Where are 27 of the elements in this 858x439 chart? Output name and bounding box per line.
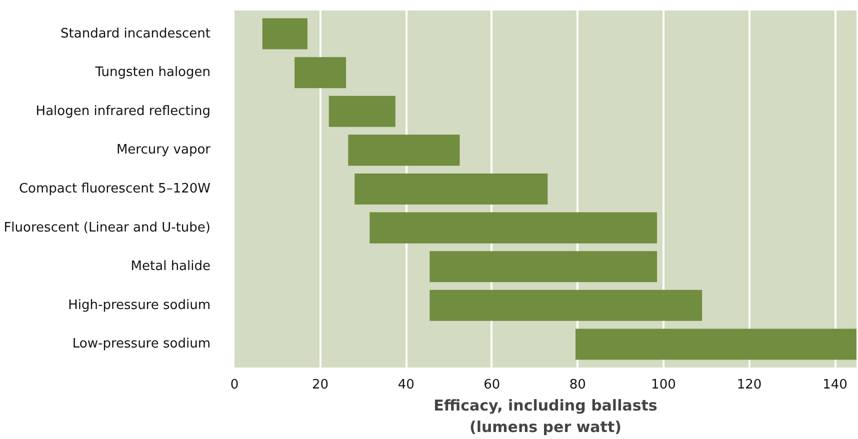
x-tick-label: 100 <box>651 378 676 392</box>
y-tick-label: Standard incandescent <box>60 26 210 42</box>
y-tick-label: Tungsten halogen <box>94 65 211 80</box>
bar <box>430 290 702 321</box>
x-tick-label: 60 <box>484 378 500 392</box>
bar <box>262 18 308 50</box>
bar <box>294 57 346 88</box>
bar <box>354 173 548 205</box>
x-tick-label: 40 <box>398 378 414 392</box>
y-tick-label: Metal halide <box>130 259 210 274</box>
y-tick-label: Halogen infrared reflecting <box>36 104 211 119</box>
bar <box>348 134 460 166</box>
y-tick-label: High-pressure sodium <box>68 298 211 313</box>
bar <box>430 251 658 282</box>
bar <box>328 96 396 127</box>
x-tick-label: 80 <box>569 378 586 392</box>
bar <box>370 212 658 244</box>
y-tick-label: Low-pressure sodium <box>72 336 211 352</box>
y-tick-label: Mercury vapor <box>116 142 212 158</box>
y-tick-label: Fluorescent (Linear and U-tube) <box>4 220 211 236</box>
x-tick-label: 20 <box>312 378 329 392</box>
y-tick-label: Compact fluorescent 5–120W <box>18 182 211 196</box>
x-axis-title: Efficacy, including ballasts (lumens per watt) <box>434 396 658 436</box>
x-tick-label: 140 <box>822 378 848 392</box>
x-tick-label: 120 <box>736 378 762 392</box>
bar <box>576 328 856 360</box>
x-tick-label: 0 <box>230 378 239 392</box>
